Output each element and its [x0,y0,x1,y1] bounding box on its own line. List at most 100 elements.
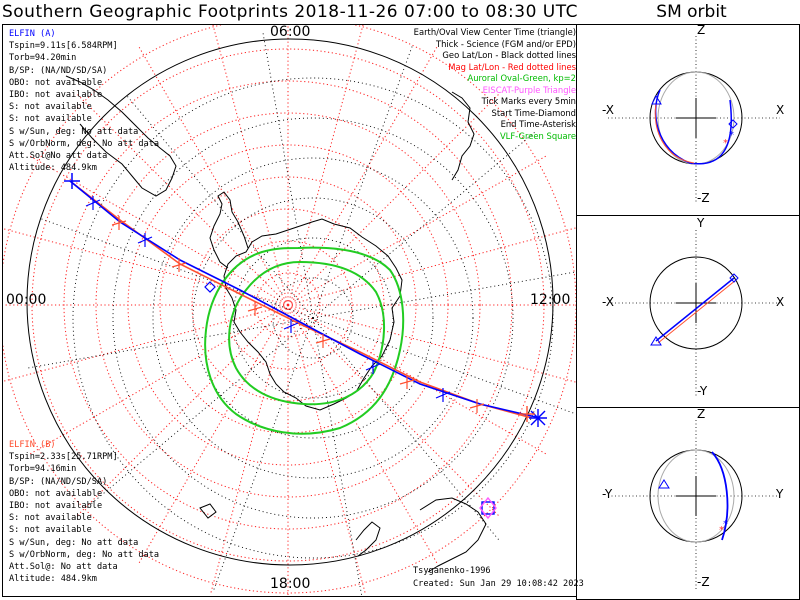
grid-meridian [75,92,289,306]
grid-meridian [213,317,314,591]
sm1-label-bottom: -Z [697,191,710,205]
model-credit: Tsyganenko-1996 [413,566,491,576]
sm2-label-top: Y [697,216,705,230]
start-diamond-a [204,281,216,293]
geo-meridians [27,32,576,596]
sm-panel-yz: ** [608,420,780,590]
legend-item: Start Time-Diamond [491,107,576,118]
elfin-b-attsol: Att.Sol@: No att data [9,562,118,573]
grid-meridian [137,44,289,306]
elfin-b-track [69,180,533,419]
antarctica-coastline [223,218,403,411]
time-label-top: 06:00 [270,24,311,40]
elfin-a-s1: S: not available [9,102,92,113]
grid-meridian [262,32,314,319]
legend-item: End Time-Asterisk [500,119,576,129]
elfin-b-s1: S: not available [9,513,92,524]
grid-meridian [287,304,549,456]
africa-coastline [451,91,475,181]
sm3-label-right: Y [776,487,784,501]
sm2-label-left: -X [602,295,614,309]
grid-meridian [27,154,289,306]
svg-text:*: * [719,525,724,536]
sm-panel-xy [608,230,780,396]
start-marker-a [64,173,80,189]
grid-meridian [287,304,367,595]
grid-meridian [3,228,289,306]
elfin-b-altitude: Altitude: 484.9km [9,574,97,585]
grid-meridian [312,271,576,319]
grid-meridian [209,304,289,595]
elfin-a-torb: Torb=94.20min [9,53,77,64]
grid-meridian [287,154,549,306]
elfin-a-orbnorm: S w/OrbNorm, deg: No att data [9,138,160,149]
elfin-a-attsol: Att.Sol@No att data [9,151,108,162]
grid-meridian [137,304,289,566]
footprint-map [3,25,576,596]
grid-meridian [312,131,536,319]
time-label-right: 12:00 [530,292,571,308]
sm-orbit-panels: ** ** [608,36,780,590]
grid-meridian [90,317,314,505]
grid-meridian [312,317,500,541]
elfin-b-obo: OBO: not available [9,488,103,499]
auroral-oval-inner [228,260,385,406]
earth-limb [26,38,554,566]
elfin-a-bsp: B/SP: (NA/ND/SD/SA) [9,65,108,76]
grid-meridian [287,92,501,306]
grid-meridian [312,317,576,415]
grid-meridian [312,317,363,596]
grid-meridian [40,218,314,319]
sm1-label-top: Z [697,23,706,37]
sm1-label-right: X [776,103,785,117]
elfin-a-title: ELFIN (A) [9,29,56,39]
grid-meridian [212,25,289,306]
sm3-label-left: -Y [602,487,613,501]
track-ticks-b [111,216,485,413]
elfin-a-ibo: IBO: not available [9,90,103,101]
elfin-b-orbnorm: S w/OrbNorm, deg: No att data [9,549,160,560]
grid-meridian [3,304,289,382]
south-america-coastline [65,75,177,197]
legend-item: VLF-Green Square [499,130,576,141]
grid-meridian [287,304,576,383]
elfin-a-s2: S: not available [9,114,92,125]
time-label-left: 00:00 [6,292,47,308]
end-asterisk-a [529,409,547,427]
legend-item: Thick - Science (FGM and/or EPD) [435,38,576,49]
elfin-a-obo: OBO: not available [9,77,103,88]
sm2-label-right: X [776,295,785,309]
legend-item: Geo Lat/Lon - Black dotted lines [442,50,576,60]
page-title: Southern Geographic Footprints 2018-11-2… [1,2,578,22]
svg-text:*: * [723,519,728,530]
created-timestamp: Created: Sun Jan 29 10:08:42 2023 [413,579,584,589]
svg-text:*: * [729,130,734,141]
elfin-b-sun: S w/Sun, deg: No att data [9,537,139,548]
grid-meridian [287,25,364,306]
sm-panel-xz: ** [608,36,780,204]
end-asterisk-b [519,406,535,422]
legend-item: Auroral Oval-Green, kp=2 [467,73,576,83]
antarctic-peninsula [209,191,249,269]
legend-item: Mag Lat/Lon - Red dotted lines [448,61,576,72]
legend-item: Earth/Oval View Center Time (triangle) [413,27,576,37]
legend-item: Tick Marks every 5min [481,96,576,106]
elfin-a-info: ELFIN (A) Tspin=9.11s[6.584RPM] Torb=94.… [9,28,159,174]
grid-meridian [312,45,413,319]
sm1-label-left: -X [602,103,614,117]
elfin-b-info: ELFIN (B) Tspin=2.33s[25.71RPM] Torb=94.… [9,439,159,585]
elfin-b-ibo: IBO: not available [9,501,103,512]
grid-meridian [287,304,501,518]
grid-meridian [27,317,314,369]
elfin-b-torb: Torb=94.16min [9,464,77,475]
legend-item: EISCAT-Purple Triangle [482,84,576,95]
sm3-label-top: Z [697,407,706,421]
sm-orbit-title: SM orbit [656,2,727,22]
svg-text:*: * [723,138,728,149]
island-small [199,503,217,519]
australia-coastline [419,497,487,573]
auroral-oval-outer [204,246,405,435]
map-legend: Earth/Oval View Center Time (triangle) T… [414,27,576,142]
grid-meridian [126,95,314,319]
elfin-b-s2: S: not available [9,525,92,536]
